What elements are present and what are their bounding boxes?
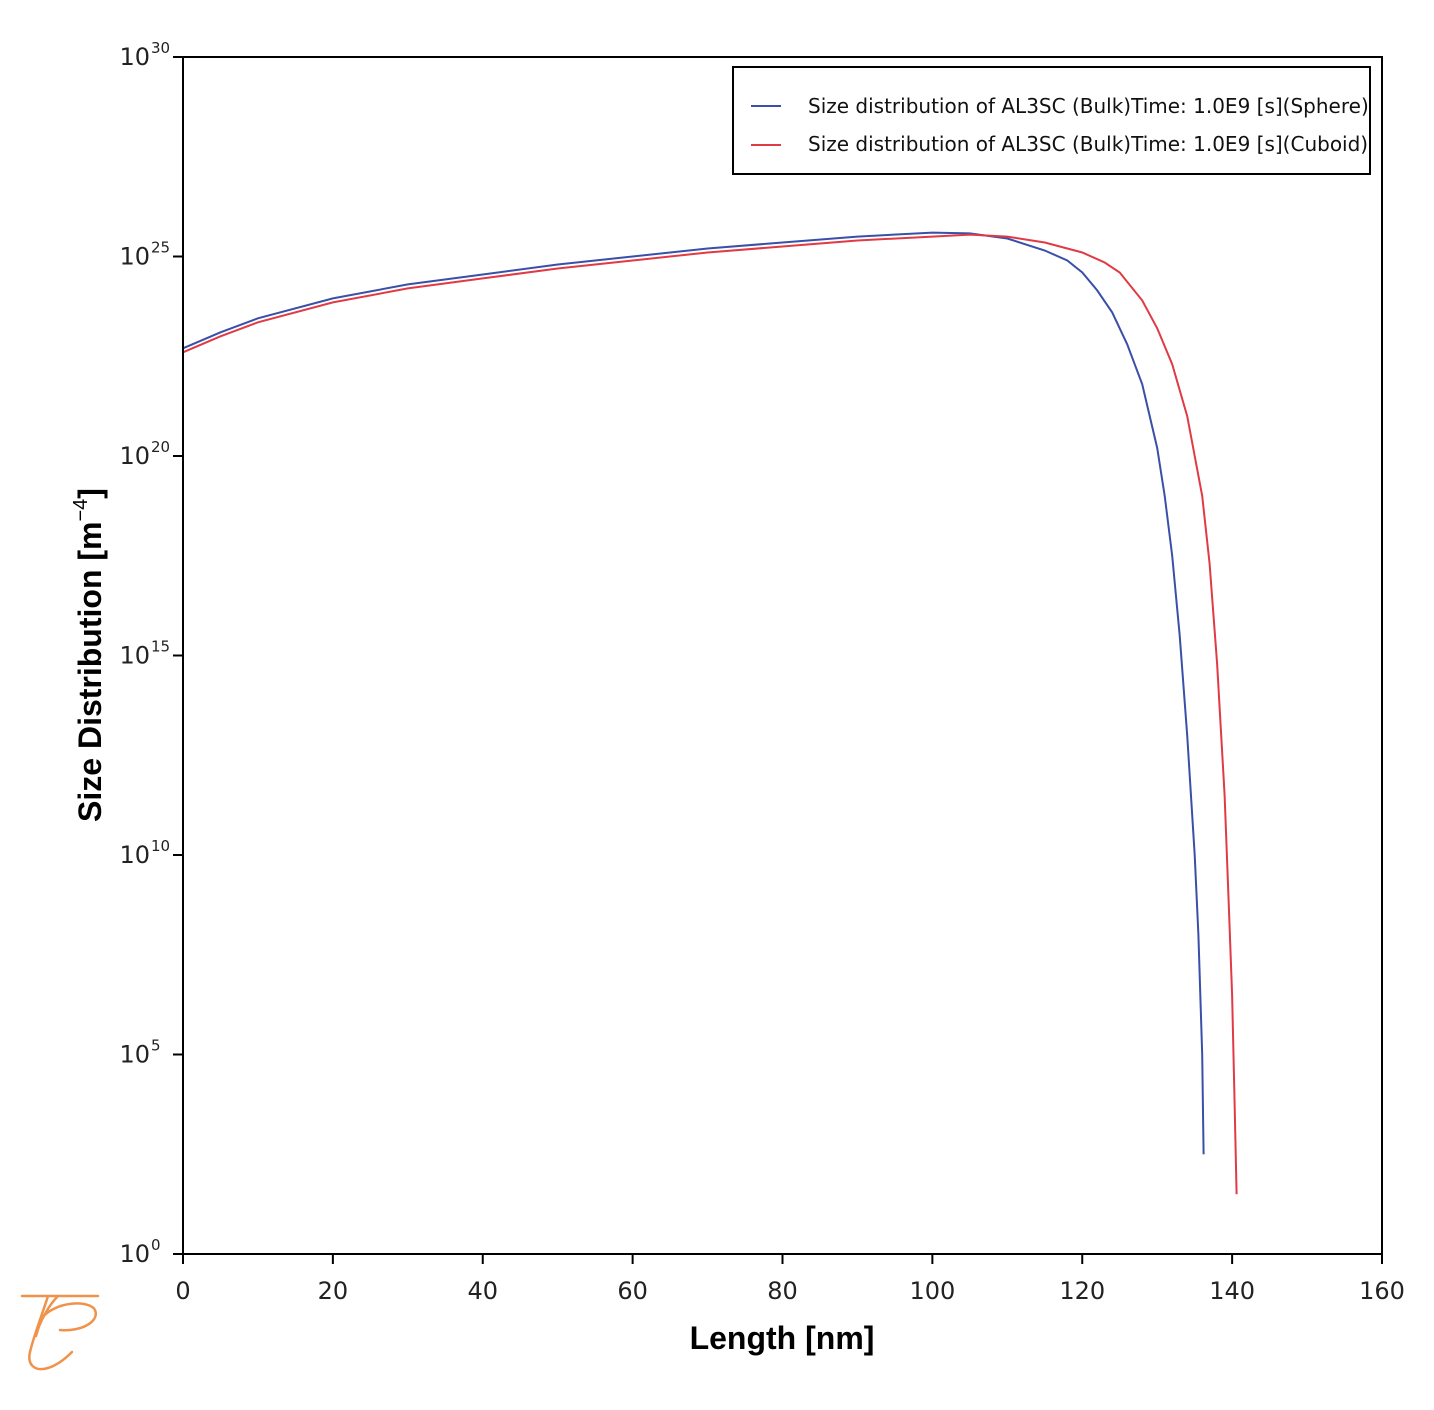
y-tick-label: 10: [119, 841, 150, 869]
y-tick-exponent: 10: [151, 837, 170, 855]
y-tick-label: 10: [119, 442, 150, 470]
y-tick-label: 10: [119, 43, 150, 71]
y-tick-exponent: 25: [151, 239, 170, 257]
y-tick-exponent: 5: [151, 1037, 161, 1055]
y-tick-exponent: 0: [151, 1236, 161, 1254]
legend-box: [732, 66, 1371, 175]
y-tick-label: 10: [119, 243, 150, 271]
x-axis-title: Length [nm]: [690, 1320, 875, 1356]
x-tick-label: 60: [617, 1277, 648, 1305]
x-axis: 0 20 40 60 80 100 120 140 160: [175, 1254, 1405, 1305]
x-tick-label: 140: [1209, 1277, 1255, 1305]
series-line-sphere: [182, 231, 1205, 1155]
thermo-calc-logo: [20, 1294, 100, 1371]
x-tick-label: 120: [1059, 1277, 1105, 1305]
series-layer: [182, 231, 1238, 1195]
y-tick-label: 10: [119, 642, 150, 670]
x-tick-label: 0: [175, 1277, 190, 1305]
x-tick-label: 20: [318, 1277, 349, 1305]
series-line-cuboid: [182, 233, 1238, 1195]
legend-label-sphere: Size distribution of AL3SC (Bulk)Time: 1…: [808, 94, 1369, 118]
y-tick-exponent: 20: [151, 438, 170, 456]
y-axis-title-main: Size Distribution [m: [72, 522, 108, 822]
y-tick-label: 10: [119, 1041, 150, 1069]
x-tick-label: 80: [767, 1277, 798, 1305]
y-axis-title-close: ]: [72, 488, 108, 499]
x-tick-label: 100: [909, 1277, 955, 1305]
y-tick-label: 10: [119, 1240, 150, 1268]
y-axis-title-exponent: −4: [70, 499, 92, 522]
x-tick-label: 160: [1359, 1277, 1405, 1305]
svg-text:Size Distribution [m−4]: Size Distribution [m−4]: [70, 488, 108, 822]
y-tick-exponent: 30: [151, 39, 170, 57]
legend-label-cuboid: Size distribution of AL3SC (Bulk)Time: 1…: [808, 132, 1368, 156]
legend: Size distribution of AL3SC (Bulk)Time: 1…: [732, 66, 1371, 175]
y-tick-exponent: 15: [151, 638, 170, 656]
x-tick-label: 40: [467, 1277, 498, 1305]
y-axis-title: Size Distribution [m−4]: [70, 488, 108, 822]
